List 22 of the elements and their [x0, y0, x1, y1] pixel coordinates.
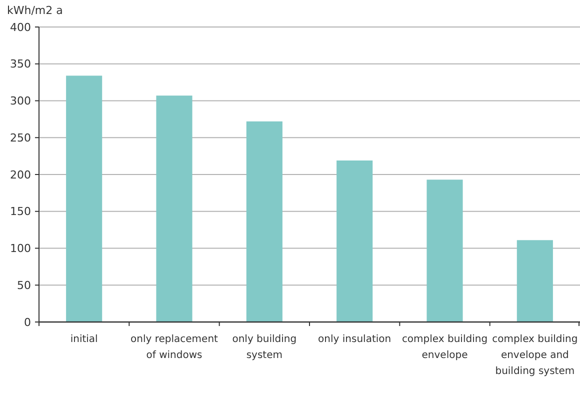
y-tick-label: 200: [10, 168, 31, 182]
bar: [66, 76, 102, 322]
x-tick-label: complex building envelope and building system: [492, 334, 578, 377]
y-tick-label: 150: [10, 205, 31, 218]
y-axis-title: kWh/m2 a: [7, 4, 63, 17]
x-tick-label: initial: [70, 334, 98, 345]
bar: [516, 240, 553, 322]
bar: [336, 160, 373, 322]
bar: [156, 96, 192, 322]
y-tick-label: 0: [24, 316, 31, 329]
x-tick-label: complex building envelope: [402, 334, 488, 361]
y-tick-label: 400: [10, 20, 31, 34]
y-tick-label: 250: [10, 131, 31, 144]
x-tick-label: only building system: [232, 334, 297, 361]
bar: [426, 180, 463, 322]
y-tick-label: 50: [17, 278, 31, 292]
y-tick-label: 350: [10, 58, 31, 71]
y-tick-label: 300: [10, 94, 31, 108]
y-tick-label: 100: [10, 242, 31, 256]
x-tick-label: only insulation: [318, 334, 392, 345]
bar: [246, 121, 282, 322]
x-tick-label: only replacement of windows: [130, 334, 218, 361]
